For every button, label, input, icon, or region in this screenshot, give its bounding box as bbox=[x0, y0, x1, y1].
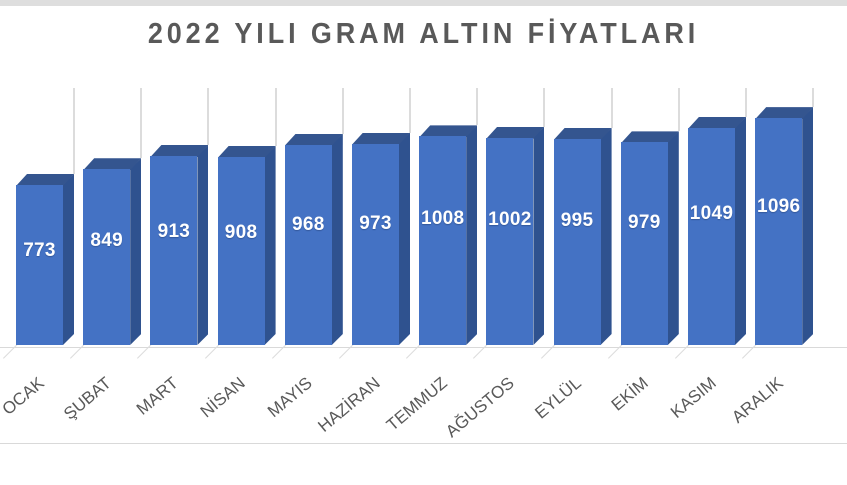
bar-top-face bbox=[419, 125, 478, 138]
bar-kasim[interactable] bbox=[0, 0, 847, 452]
gridline bbox=[341, 88, 344, 134]
bar-front-face bbox=[217, 157, 265, 345]
bar-front-face bbox=[284, 144, 332, 345]
bar-side-face bbox=[533, 126, 545, 345]
bar-top-face bbox=[486, 126, 545, 139]
bar-top-face bbox=[553, 128, 612, 141]
gridline bbox=[677, 88, 680, 132]
bar-ocak[interactable] bbox=[0, 0, 847, 452]
bar-front-face bbox=[352, 143, 399, 345]
data-label: 1049 bbox=[689, 202, 734, 224]
bar-front-face bbox=[620, 142, 668, 345]
bar-front-face bbox=[755, 118, 803, 345]
bar-side-face bbox=[735, 116, 746, 345]
data-label: 1008 bbox=[420, 208, 465, 230]
bar-top-face bbox=[352, 132, 410, 145]
gridline bbox=[207, 88, 210, 145]
bar-top-face bbox=[217, 146, 276, 159]
data-label: 995 bbox=[560, 210, 594, 232]
bar-side-face bbox=[802, 107, 814, 345]
bar-front-face bbox=[553, 139, 601, 345]
bar-top-face bbox=[284, 133, 343, 146]
bar-side-face bbox=[130, 158, 142, 345]
bar-şubat[interactable] bbox=[0, 0, 847, 452]
bar-side-face bbox=[466, 125, 478, 345]
chart-title: 2022 YILI GRAM ALTIN FİYATLARI bbox=[147, 18, 700, 50]
plot-area: 773 OCAK 849 ŞUBAT 913 MART 908 NİSAN 968 MAYIS 97… bbox=[0, 0, 847, 452]
gridline bbox=[274, 88, 277, 147]
bar-hazi̇ran[interactable] bbox=[0, 0, 847, 452]
bar-front-face bbox=[486, 137, 534, 345]
data-label: 968 bbox=[291, 213, 325, 235]
data-label: 908 bbox=[224, 221, 258, 243]
data-label: 1096 bbox=[756, 196, 801, 218]
bar-front-face bbox=[16, 184, 63, 345]
gridline bbox=[812, 88, 815, 108]
category-axis-line bbox=[0, 347, 847, 348]
gridline bbox=[610, 88, 613, 129]
bar-mart[interactable] bbox=[0, 0, 847, 452]
gridline bbox=[73, 88, 75, 174]
data-label: 773 bbox=[23, 240, 56, 262]
bar-aralik[interactable] bbox=[0, 0, 847, 452]
bar-side-face bbox=[63, 173, 74, 345]
gridline bbox=[476, 88, 479, 126]
bar-ni̇san[interactable] bbox=[0, 0, 847, 452]
data-label: 979 bbox=[627, 212, 661, 234]
chart-container: 2022 YILI GRAM ALTIN FİYATLARI 773 OCAK 84… bbox=[0, 0, 847, 452]
bar-ağustos[interactable] bbox=[0, 0, 847, 452]
bar-eki̇m[interactable] bbox=[0, 0, 847, 452]
bar-front-face bbox=[150, 156, 198, 345]
bar-front-face bbox=[83, 169, 131, 345]
bar-top-face bbox=[688, 116, 746, 129]
bar-front-face bbox=[419, 136, 467, 345]
chart-frame-bottom-edge bbox=[0, 443, 847, 444]
data-label: 973 bbox=[359, 213, 392, 235]
bar-top-face bbox=[150, 145, 209, 157]
bar-side-face bbox=[197, 145, 209, 345]
gridline bbox=[409, 88, 411, 133]
bar-top-face bbox=[755, 107, 814, 120]
bar-side-face bbox=[399, 132, 410, 345]
data-label: 849 bbox=[90, 229, 123, 251]
bar-side-face bbox=[331, 133, 343, 345]
bar-mayis[interactable] bbox=[0, 0, 847, 452]
chart-frame-top-edge bbox=[0, 0, 847, 6]
bar-top-face bbox=[16, 173, 74, 186]
gridline bbox=[140, 88, 143, 159]
bar-eylül[interactable] bbox=[0, 0, 847, 452]
data-label: 1002 bbox=[488, 209, 532, 231]
bar-side-face bbox=[264, 146, 276, 345]
bar-front-face bbox=[688, 127, 735, 345]
gridline bbox=[745, 88, 747, 117]
data-label: 913 bbox=[157, 221, 191, 243]
bar-side-face bbox=[667, 131, 679, 345]
gridline bbox=[543, 88, 546, 127]
bar-top-face bbox=[620, 131, 679, 144]
bar-temmuz[interactable] bbox=[0, 0, 847, 452]
bar-top-face bbox=[83, 158, 142, 171]
bar-side-face bbox=[600, 128, 612, 345]
